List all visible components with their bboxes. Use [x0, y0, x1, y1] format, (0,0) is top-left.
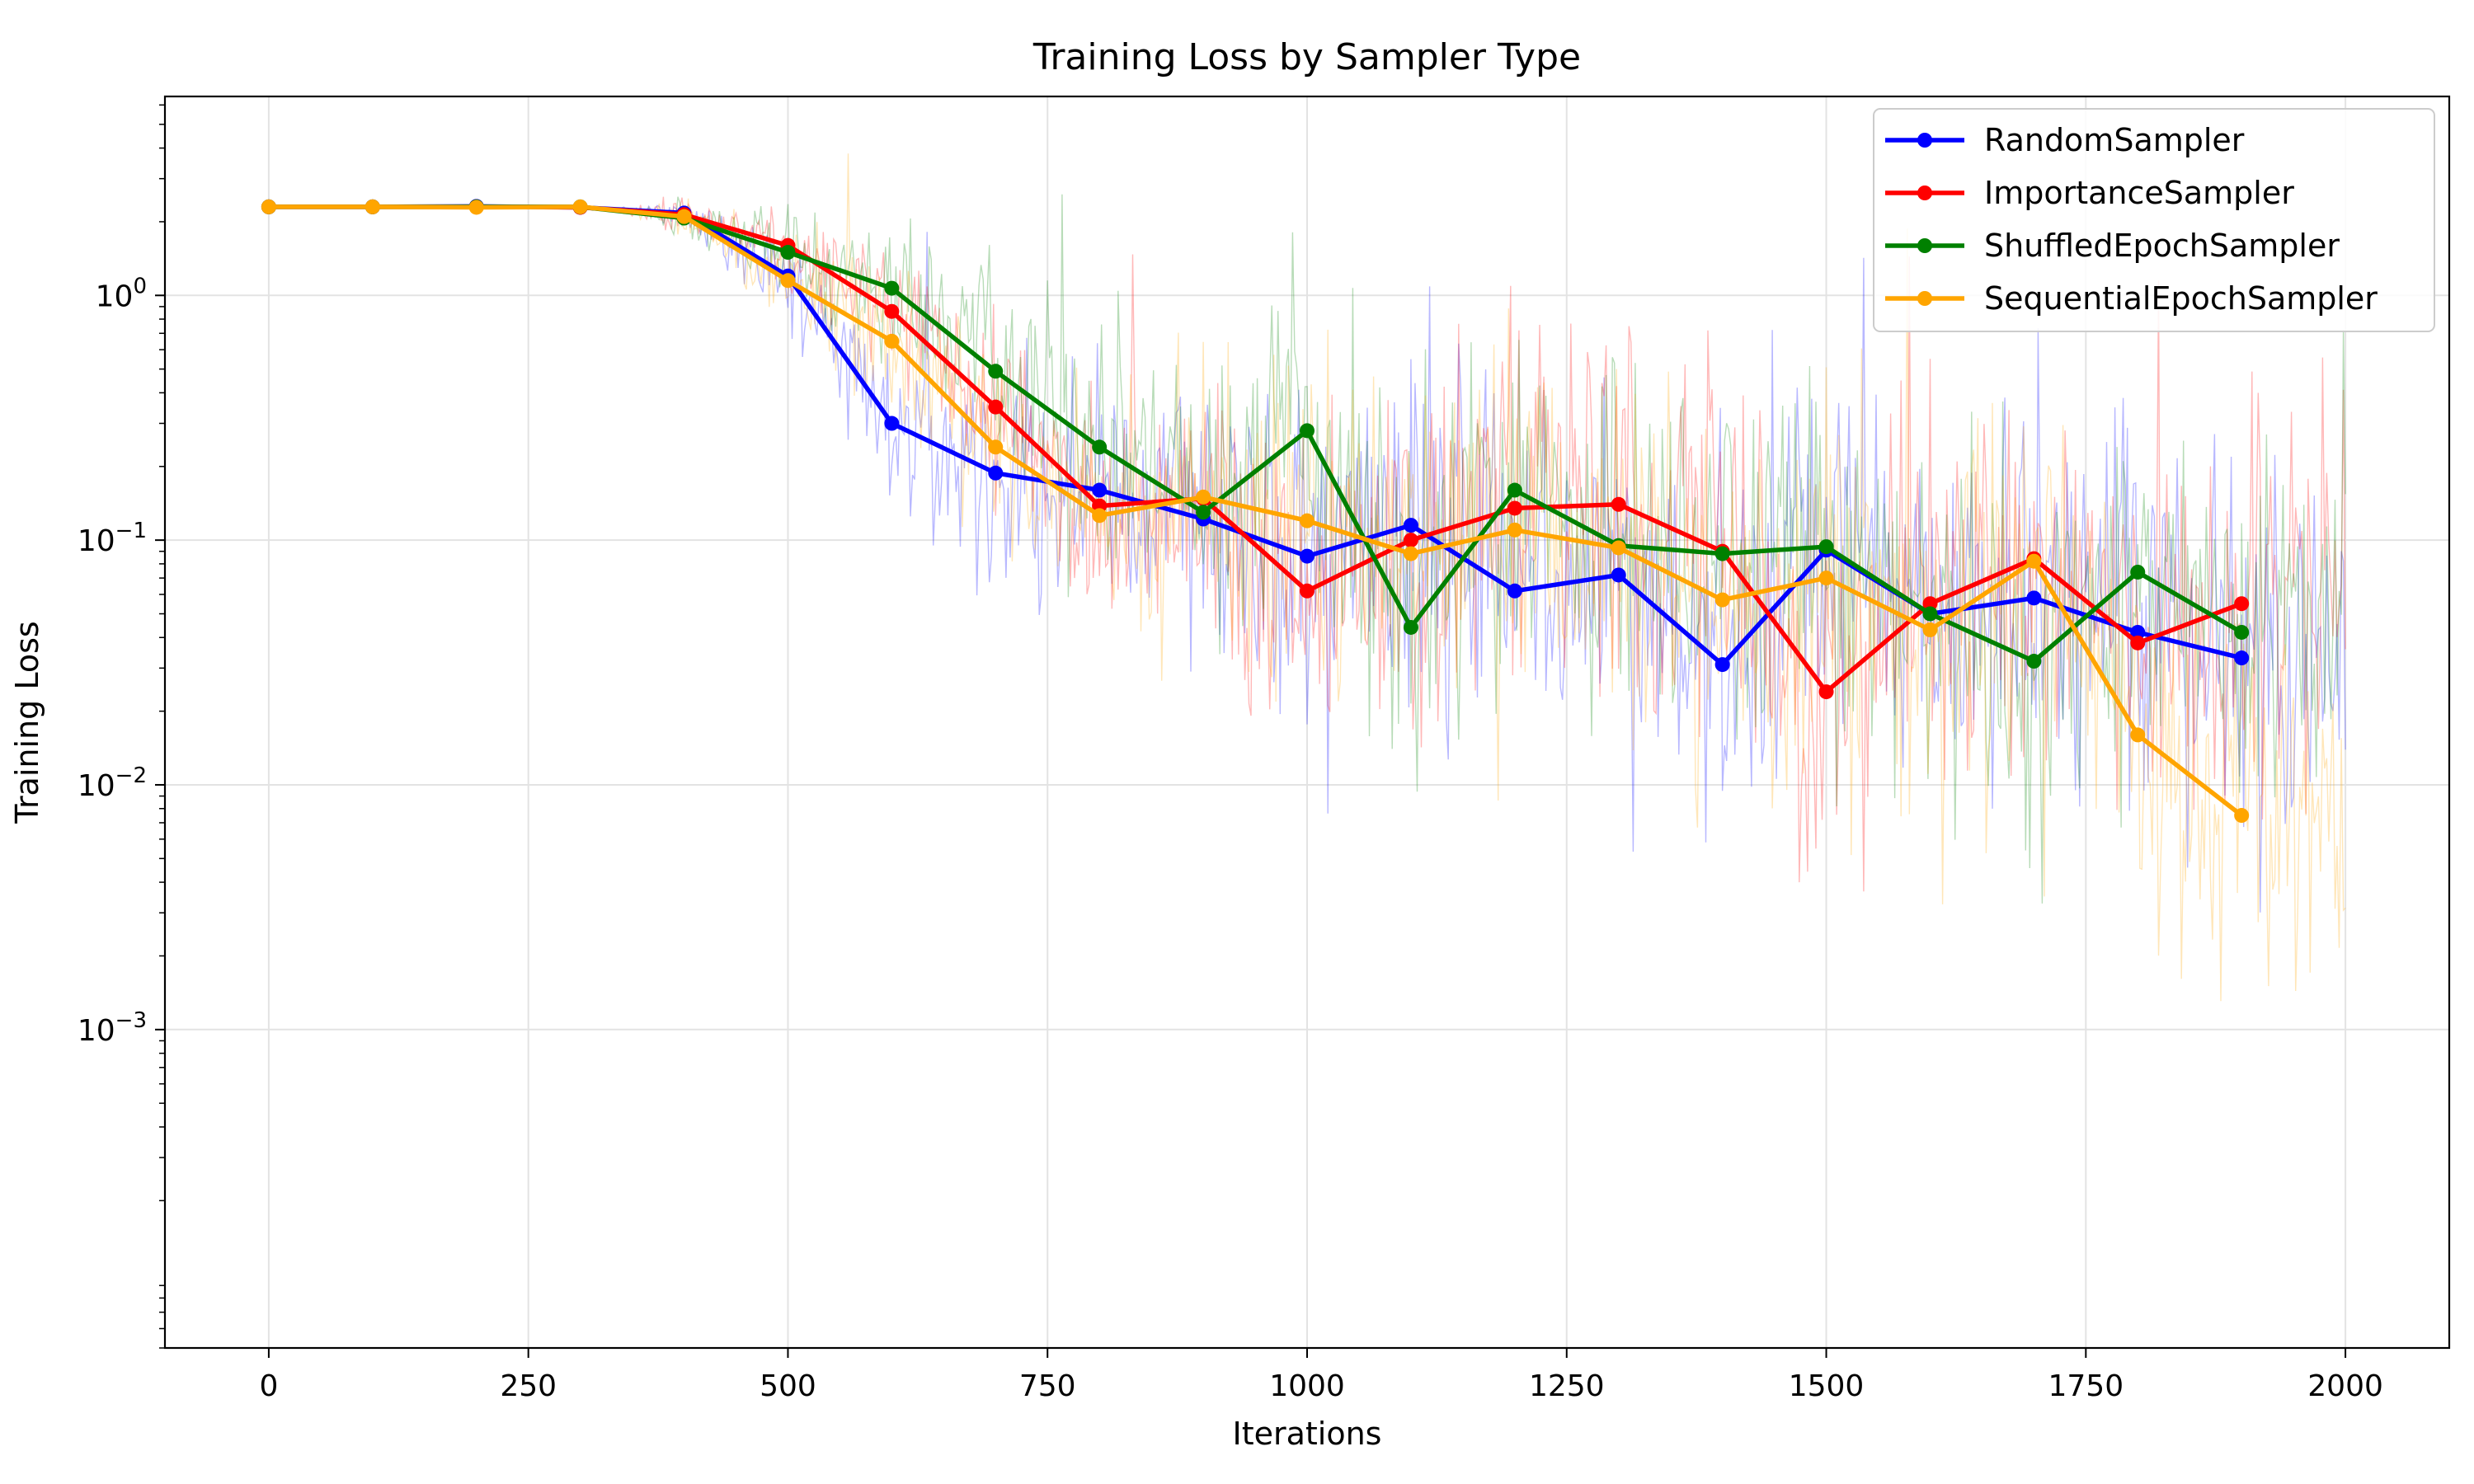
data-point [2130, 564, 2146, 580]
data-point [2026, 553, 2042, 569]
data-point [988, 364, 1004, 379]
data-point [1300, 423, 1315, 439]
data-point [988, 465, 1004, 481]
data-point [1611, 540, 1626, 556]
legend-label: SequentialEpochSampler [1984, 280, 2378, 317]
x-tick-label: 1000 [1269, 1369, 1345, 1403]
series-lines [261, 199, 2250, 824]
data-point [780, 273, 796, 289]
data-point [468, 200, 484, 215]
x-tick-label: 750 [1019, 1369, 1076, 1403]
data-point [780, 245, 796, 261]
x-tick-label: 500 [760, 1369, 816, 1403]
data-point [1611, 567, 1626, 583]
data-point [2234, 650, 2250, 666]
data-point [1092, 439, 1108, 455]
data-point [1092, 508, 1108, 524]
data-point [1922, 606, 1938, 622]
data-point [1611, 496, 1626, 512]
legend-label: RandomSampler [1984, 122, 2245, 158]
legend-box [1873, 108, 2435, 332]
x-tick-label: 0 [259, 1369, 278, 1403]
data-point [1922, 622, 1938, 637]
data-point [1092, 482, 1108, 498]
data-point [1507, 482, 1522, 498]
y-tick-label: 10−1 [78, 519, 147, 558]
legend-label: ShuffledEpochSampler [1984, 228, 2340, 264]
data-point [1818, 539, 1834, 555]
data-point [884, 333, 900, 349]
legend: RandomSampler ImportanceSampler ShuffledEp… [1873, 108, 2435, 332]
x-tick-label: 1250 [1529, 1369, 1605, 1403]
data-point [2130, 624, 2146, 640]
legend-item: RandomSampler [1885, 122, 2245, 158]
series-line [268, 204, 2243, 818]
data-point [884, 280, 900, 296]
data-point [1300, 548, 1315, 564]
legend-swatch-marker [1917, 291, 1932, 306]
data-point [1507, 522, 1522, 538]
data-point [2026, 654, 2042, 669]
legend-label: ImportanceSampler [1984, 175, 2294, 211]
data-point [1714, 546, 1730, 561]
legend-item: ImportanceSampler [1885, 175, 2294, 211]
data-point [1196, 489, 1211, 505]
legend-item: ShuffledEpochSampler [1885, 228, 2340, 264]
series-SequentialEpochSampler [261, 199, 2250, 824]
data-point [1300, 583, 1315, 599]
data-point [1300, 513, 1315, 528]
data-point [1196, 505, 1211, 520]
data-point [988, 399, 1004, 415]
data-point [988, 439, 1004, 455]
x-tick-label: 2000 [2307, 1369, 2383, 1403]
legend-swatch-marker [1917, 186, 1932, 200]
y-tick-label: 10−3 [78, 1008, 147, 1048]
axis-ticks: 0 250 500 750 1000 1250 1500 1750 2000 100 10−1 10−… [78, 104, 2383, 1403]
y-tick-label: 100 [96, 274, 147, 313]
data-point [2130, 635, 2146, 650]
chart-title: Training Loss by Sampler Type [1032, 36, 1581, 78]
data-point [1714, 657, 1730, 673]
legend-swatch-marker [1917, 133, 1932, 148]
data-point [1403, 619, 1418, 635]
data-point [2130, 727, 2146, 743]
data-point [1818, 684, 1834, 700]
legend-item: SequentialEpochSampler [1885, 280, 2378, 317]
data-point [2234, 808, 2250, 824]
x-axis-label: Iterations [1233, 1416, 1382, 1452]
data-point [1818, 571, 1834, 586]
data-point [1714, 592, 1730, 608]
y-tick-label: 10−2 [78, 763, 147, 803]
data-point [365, 199, 380, 214]
legend-swatch-marker [1917, 238, 1932, 253]
data-point [676, 209, 692, 224]
data-point [1403, 533, 1418, 548]
y-axis-label: Training Loss [9, 621, 45, 824]
data-point [1507, 583, 1522, 599]
data-point [2026, 590, 2042, 606]
data-point [1507, 500, 1522, 516]
data-point [2234, 624, 2250, 640]
data-point [884, 303, 900, 319]
data-point [261, 199, 276, 214]
x-tick-label: 1750 [2048, 1369, 2124, 1403]
data-point [2234, 596, 2250, 612]
data-point [572, 199, 588, 214]
data-point [1403, 518, 1418, 533]
x-tick-label: 1500 [1789, 1369, 1865, 1403]
data-point [1403, 546, 1418, 561]
data-point [884, 416, 900, 431]
x-tick-label: 250 [500, 1369, 557, 1403]
